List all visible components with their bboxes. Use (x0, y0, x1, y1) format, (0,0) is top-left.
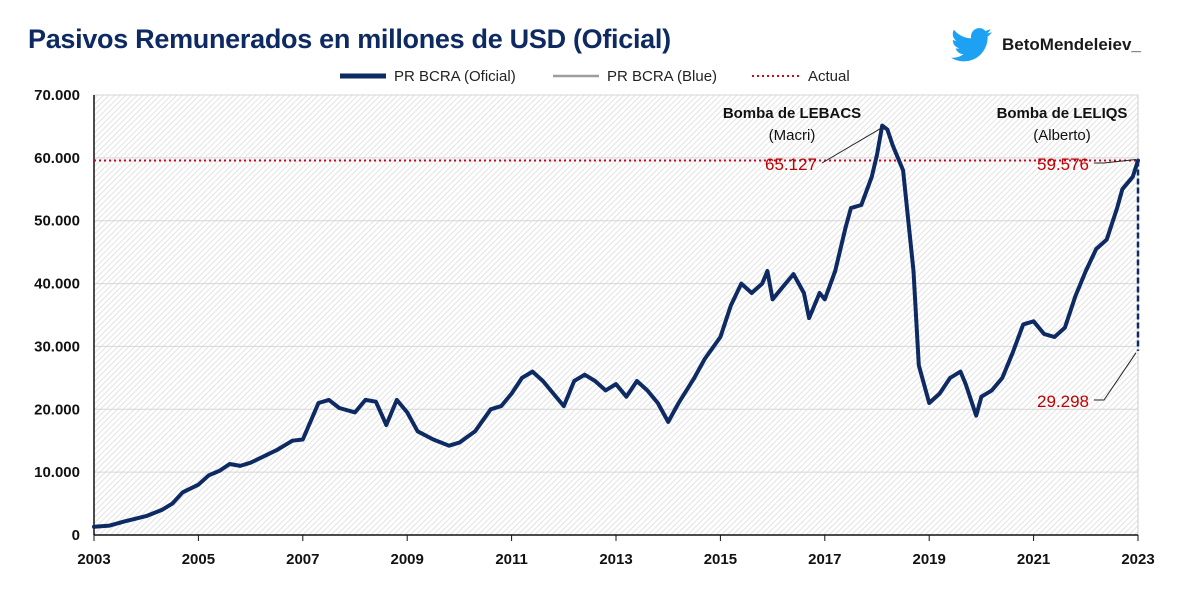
y-tick-label: 20.000 (34, 401, 80, 418)
x-tick-label: 2021 (1017, 551, 1050, 568)
x-tick-label: 2015 (704, 551, 737, 568)
legend-label-actual: Actual (808, 68, 850, 85)
x-tick-label: 2013 (599, 551, 632, 568)
x-tick-label: 2023 (1121, 551, 1154, 568)
annotation-lebacs-title: Bomba de LEBACS (723, 105, 861, 122)
x-tick-label: 2003 (77, 551, 110, 568)
annotation-lebacs-leader (821, 127, 883, 164)
legend-label-oficial: PR BCRA (Oficial) (394, 68, 516, 85)
y-tick-label: 10.000 (34, 464, 80, 481)
x-tick-label: 2017 (808, 551, 841, 568)
annotations: Bomba de LEBACS (Macri) 65.127 Bomba de … (723, 105, 1137, 411)
chart-title: Pasivos Remunerados en millones de USD (… (28, 24, 671, 54)
y-tick-label: 30.000 (34, 338, 80, 355)
annotation-leliqs-subtitle: (Alberto) (1033, 127, 1091, 144)
twitter-bird-icon (951, 28, 992, 62)
y-tick-label: 50.000 (34, 213, 80, 230)
annotation-leliqs-value: 59.576 (1037, 155, 1089, 174)
x-tick-label: 2009 (391, 551, 424, 568)
annotation-leliqs-leader (1094, 159, 1137, 164)
axes: 0 10.000 20.000 30.000 40.000 50.000 60.000 70.… (34, 87, 1155, 568)
annotation-lebacs-value: 65.127 (765, 155, 817, 174)
annotation-lebacs-subtitle: (Macri) (769, 127, 816, 144)
y-tick-label: 70.000 (34, 87, 80, 104)
y-tick-label: 60.000 (34, 150, 80, 167)
annotation-blue-value: 29.298 (1037, 392, 1089, 411)
x-tick-label: 2007 (286, 551, 319, 568)
brand-name: BetoMendeleiev_ (1002, 35, 1141, 54)
x-tick-label: 2019 (913, 551, 946, 568)
x-tick-label: 2005 (182, 551, 215, 568)
legend-label-blue: PR BCRA (Blue) (607, 68, 717, 85)
y-tick-label: 40.000 (34, 276, 80, 293)
brand: BetoMendeleiev_ (950, 28, 1141, 62)
legend: PR BCRA (Oficial) PR BCRA (Blue) Actual (340, 68, 850, 85)
annotation-leliqs-title: Bomba de LELIQS (997, 105, 1128, 122)
series-layer (92, 123, 1140, 529)
series-line-oficial (92, 123, 1140, 529)
y-tick-label: 0 (72, 527, 80, 544)
annotation-blue-leader (1094, 352, 1137, 401)
grid-lines (94, 94, 1138, 473)
x-tick-label: 2011 (495, 551, 528, 568)
